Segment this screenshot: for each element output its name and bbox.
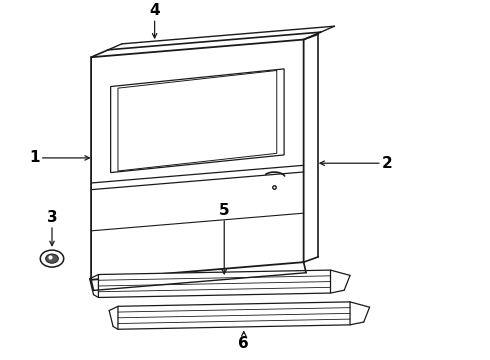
Polygon shape <box>118 302 350 329</box>
Text: 5: 5 <box>219 203 229 218</box>
Text: 1: 1 <box>29 150 40 165</box>
Circle shape <box>46 254 58 263</box>
Polygon shape <box>98 270 331 297</box>
Polygon shape <box>91 40 304 280</box>
Text: 6: 6 <box>239 336 249 351</box>
Text: 4: 4 <box>149 3 160 18</box>
Text: 3: 3 <box>47 210 57 225</box>
Polygon shape <box>111 69 284 172</box>
Circle shape <box>40 250 64 267</box>
Text: 2: 2 <box>382 156 392 171</box>
